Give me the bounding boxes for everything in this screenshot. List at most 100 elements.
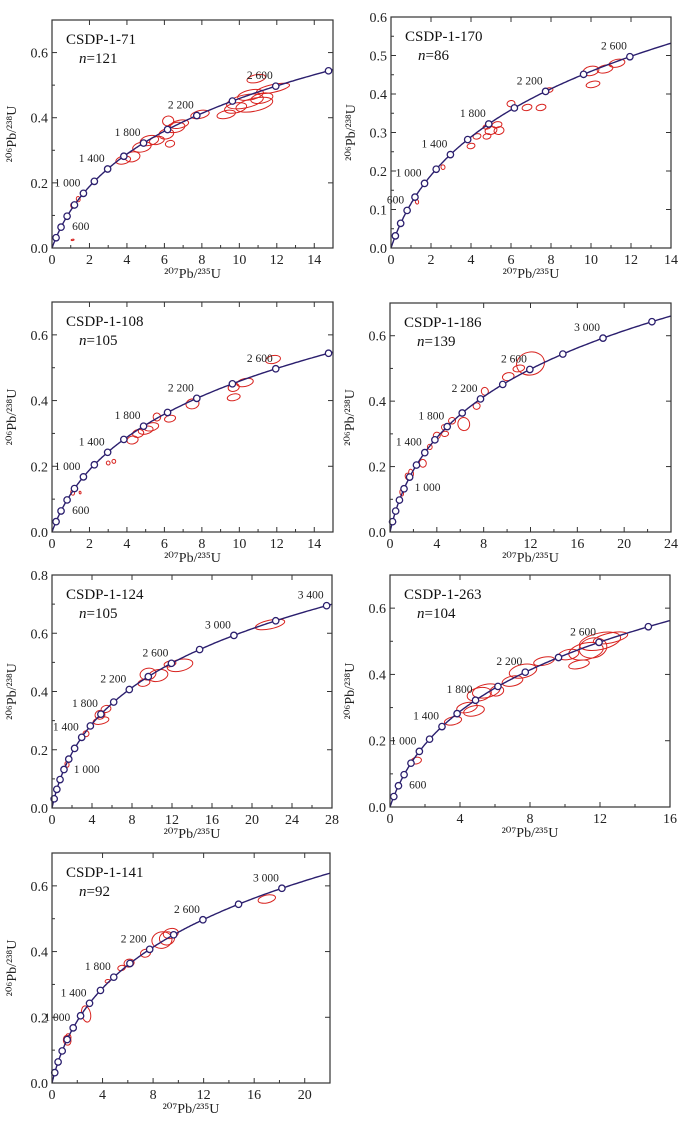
x-tick-label: 14	[307, 537, 321, 552]
y-tick-label: 0.2	[369, 735, 387, 750]
age-marker	[400, 770, 408, 779]
age-label: 2 600	[247, 70, 273, 82]
age-label: 3 400	[298, 590, 324, 602]
sample-count: n=86	[418, 48, 449, 64]
age-marker	[79, 189, 88, 198]
y-axis-label: ²⁰⁶Pb/²³⁸U	[5, 389, 20, 446]
error-ellipse	[265, 354, 281, 365]
error-ellipse	[585, 80, 601, 89]
age-marker	[103, 165, 112, 173]
age-marker	[471, 696, 480, 705]
age-label: 600	[409, 780, 427, 792]
age-marker	[63, 212, 71, 221]
x-axis-label: ²⁰⁷Pb/²³⁵U	[502, 551, 559, 566]
sample-title: CSDP-1-170	[405, 29, 483, 45]
age-marker	[494, 682, 502, 691]
x-tick-label: 0	[388, 253, 395, 268]
age-marker	[79, 473, 88, 481]
age-marker	[396, 219, 405, 228]
age-marker	[403, 206, 411, 215]
sample-title: CSDP-1-71	[66, 32, 136, 48]
y-tick-label: 0.0	[31, 242, 49, 257]
age-label: 1 400	[79, 436, 105, 448]
concordia-panel-csdp-1-71: 0 2 4 6 8 10 12 14 0.0 0.2 0.4 0.6 ²⁰⁷Pb/²³⁵U ²⁰⁶Pb/²…	[5, 19, 334, 282]
age-marker	[119, 435, 128, 444]
error-ellipse	[246, 73, 266, 84]
x-tick-label: 12	[165, 813, 179, 828]
x-tick-label: 4	[99, 1088, 106, 1103]
age-label: 1 000	[74, 764, 100, 776]
age-marker	[498, 380, 507, 389]
error-ellipse	[501, 675, 524, 687]
n-value: =86	[426, 48, 450, 64]
error-ellipse	[568, 659, 590, 670]
age-label: 1 000	[55, 177, 81, 189]
sample-count: n=92	[79, 884, 110, 900]
error-ellipse	[75, 196, 81, 203]
age-label: 600	[72, 221, 90, 233]
y-tick-label: 0.4	[370, 88, 388, 103]
age-marker	[163, 125, 172, 134]
x-tick-label: 6	[161, 537, 168, 552]
y-axis-label: ²⁰⁶Pb/²³⁸U	[344, 104, 359, 161]
age-label: 1 400	[61, 987, 87, 999]
y-tick-label: 0.0	[31, 802, 49, 817]
plot-frame	[389, 302, 672, 533]
age-marker	[446, 150, 455, 159]
age-label: 1 400	[422, 139, 448, 151]
age-label: 1 800	[447, 684, 473, 696]
sample-title: CSDP-1-141	[66, 865, 144, 881]
age-marker	[458, 409, 467, 417]
age-label: 1 400	[396, 437, 422, 449]
age-marker	[52, 785, 61, 794]
age-marker	[192, 111, 201, 120]
y-tick-label: 0.8	[31, 569, 49, 584]
age-marker	[60, 765, 68, 774]
age-marker	[391, 507, 400, 515]
x-tick-label: 0	[387, 537, 394, 552]
age-marker	[389, 792, 398, 801]
x-tick-label: 4	[89, 813, 96, 828]
sample-title: CSDP-1-108	[66, 314, 144, 330]
x-tick-label: 2	[86, 537, 93, 552]
n-value: =105	[87, 606, 118, 622]
x-tick-label: 0	[49, 537, 56, 552]
error-ellipse	[70, 238, 75, 242]
concordia-panel-csdp-1-170: 0 2 4 6 8 10 12 14 0.0 0.1 0.2 0.3 0.4 0.5 0.6 ²⁰⁷Pb/²³…	[344, 11, 678, 282]
error-ellipse	[100, 704, 112, 714]
age-marker	[57, 223, 65, 231]
x-tick-label: 12	[270, 253, 284, 268]
age-marker	[554, 653, 563, 662]
n-symbol: n	[79, 606, 87, 622]
x-tick-label: 28	[325, 813, 339, 828]
error-ellipse	[111, 458, 117, 464]
x-tick-label: 8	[129, 813, 136, 828]
age-marker	[85, 999, 94, 1008]
y-tick-label: 0.0	[31, 526, 49, 541]
x-tick-label: 12	[524, 537, 538, 552]
age-marker	[90, 177, 99, 186]
x-axis-label: ²⁰⁷Pb/²³⁵U	[502, 826, 559, 841]
age-label: 1 000	[396, 167, 422, 179]
age-marker	[63, 1035, 71, 1044]
error-ellipse	[501, 372, 515, 382]
x-tick-label: 0	[49, 253, 56, 268]
y-tick-label: 0.0	[31, 1077, 49, 1092]
y-tick-label: 0.2	[31, 177, 49, 192]
y-tick-label: 0.6	[31, 880, 49, 895]
age-marker	[167, 659, 176, 668]
y-tick-label: 0.4	[369, 668, 387, 683]
x-tick-label: 14	[307, 253, 321, 268]
age-label: 3 000	[253, 872, 279, 884]
n-value: =121	[87, 51, 118, 67]
age-marker	[388, 517, 397, 526]
age-marker	[476, 395, 485, 403]
age-marker	[86, 722, 95, 730]
y-tick-label: 0.4	[31, 112, 49, 127]
y-tick-label: 0.4	[31, 395, 49, 410]
x-tick-label: 24	[285, 813, 299, 828]
y-tick-label: 0.2	[31, 1011, 49, 1026]
x-tick-label: 12	[624, 253, 638, 268]
age-marker	[145, 945, 154, 954]
